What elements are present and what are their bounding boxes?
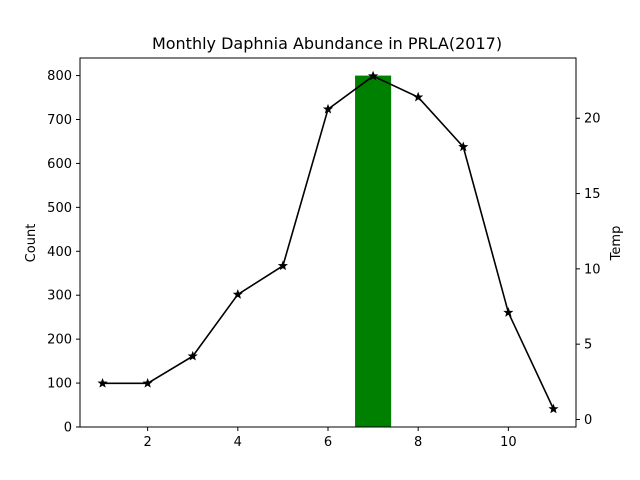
- y-tick-label: 0: [64, 421, 72, 436]
- x-tick-label: 8: [414, 435, 422, 450]
- temp-marker: [97, 377, 108, 388]
- y-tick-label: 600: [47, 157, 72, 172]
- y2-tick-label: 10: [584, 262, 601, 277]
- y-tick-label: 300: [47, 289, 72, 304]
- x-tick-label: 2: [143, 435, 151, 450]
- y-tick-label: 200: [47, 333, 72, 348]
- y2-tick-label: 5: [584, 338, 592, 353]
- y2-tick-label: 0: [584, 413, 592, 428]
- chart-title: Monthly Daphnia Abundance in PRLA(2017): [152, 34, 502, 53]
- temp-marker: [458, 141, 469, 152]
- y2-axis-label: Temp: [609, 226, 624, 262]
- temp-marker: [548, 403, 559, 414]
- x-tick-label: 6: [324, 435, 332, 450]
- y-tick-label: 500: [47, 201, 72, 216]
- x-tick-label: 10: [500, 435, 517, 450]
- y-tick-label: 400: [47, 245, 72, 260]
- temp-marker: [232, 289, 243, 299]
- temp-marker: [413, 91, 424, 102]
- plot-frame: [79, 57, 577, 428]
- temp-line: [102, 75, 555, 410]
- temp-marker: [142, 377, 153, 388]
- y-tick-label: 700: [47, 113, 72, 128]
- temp-marker: [503, 307, 514, 317]
- y2-tick-label: 20: [584, 112, 601, 127]
- plot-area: [97, 70, 559, 428]
- temp-marker: [368, 70, 379, 81]
- y2-tick-label: 15: [584, 187, 601, 202]
- x-tick-label: 4: [234, 435, 242, 450]
- y-tick-label: 100: [47, 377, 72, 392]
- temp-marker: [277, 260, 288, 271]
- temp-marker: [187, 350, 198, 361]
- bar: [355, 75, 392, 428]
- y-axis-label: Count: [24, 224, 39, 263]
- temp-marker: [322, 103, 334, 114]
- y-tick-label: 800: [47, 69, 72, 84]
